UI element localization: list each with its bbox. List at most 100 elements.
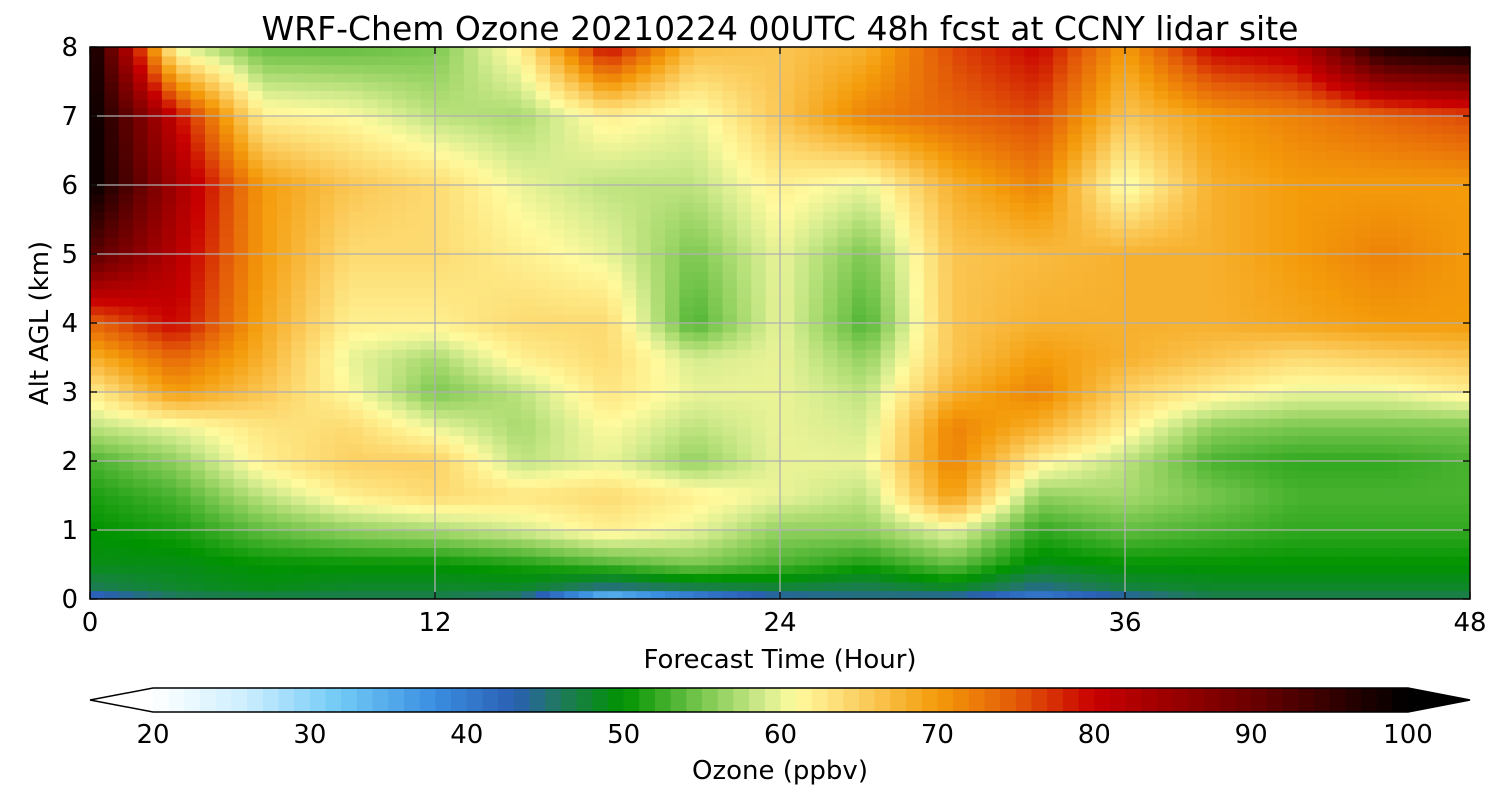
heat-cell xyxy=(607,521,623,531)
heat-cell xyxy=(966,452,983,462)
heat-cell xyxy=(1053,573,1069,583)
heat-cell xyxy=(1426,348,1443,359)
heat-cell xyxy=(1297,279,1313,290)
heat-cell xyxy=(334,547,350,557)
heat-cell xyxy=(1096,279,1112,290)
heat-cell xyxy=(1441,176,1457,186)
heat-cell xyxy=(808,236,824,247)
heat-cell xyxy=(593,167,609,178)
heat-cell xyxy=(406,159,422,169)
heat-cell xyxy=(866,331,882,342)
heat-cell xyxy=(535,392,551,402)
heat-cell xyxy=(550,185,566,195)
heat-cell xyxy=(679,279,695,290)
heat-cell xyxy=(305,348,321,359)
heat-cell xyxy=(521,374,537,385)
heat-cell xyxy=(780,383,796,393)
heat-cell xyxy=(1182,504,1198,514)
heat-cell xyxy=(593,530,609,540)
heat-cell xyxy=(1441,547,1457,557)
heat-cell xyxy=(1311,228,1328,238)
heat-cell xyxy=(607,435,623,445)
heat-cell xyxy=(693,159,709,169)
heat-cell xyxy=(952,530,968,540)
heat-cell xyxy=(564,504,580,514)
heat-cell xyxy=(866,150,882,160)
heat-cell xyxy=(506,590,523,599)
heat-cell xyxy=(377,167,393,178)
heat-cell xyxy=(765,590,781,599)
heat-cell xyxy=(147,392,163,402)
heat-cell xyxy=(1268,564,1284,574)
heat-cell xyxy=(981,547,997,557)
heat-cell xyxy=(1369,297,1385,307)
heat-cell xyxy=(765,478,781,488)
heat-cell xyxy=(1211,193,1227,204)
heat-cell xyxy=(1326,245,1342,255)
heat-cell xyxy=(147,452,163,462)
heat-cell xyxy=(435,452,451,462)
heat-cell xyxy=(233,236,249,247)
heat-cell xyxy=(1412,150,1428,160)
heat-cell xyxy=(1254,435,1270,445)
heat-cell xyxy=(147,288,163,298)
heat-cell xyxy=(1311,323,1328,333)
heat-cell xyxy=(492,279,508,290)
heat-cell xyxy=(952,279,968,290)
heat-cell xyxy=(1139,279,1155,290)
heat-cell xyxy=(1426,210,1443,221)
heat-cell xyxy=(650,228,666,238)
heat-cell xyxy=(535,504,551,514)
heat-cell xyxy=(521,331,537,342)
heat-cell xyxy=(1211,547,1227,557)
heat-cell xyxy=(1196,590,1213,599)
heat-cell xyxy=(780,348,796,359)
heat-cell xyxy=(1110,279,1126,290)
heat-cell xyxy=(808,219,824,229)
heat-cell xyxy=(363,538,379,549)
heat-cell xyxy=(665,512,681,523)
heat-cell xyxy=(1297,159,1313,169)
heat-cell xyxy=(262,159,278,169)
heat-cell xyxy=(535,581,551,592)
heat-cell xyxy=(133,167,149,178)
heat-cell xyxy=(1326,150,1342,160)
heat-cell xyxy=(1383,452,1399,462)
heat-cell xyxy=(823,547,839,557)
heat-cell xyxy=(1355,374,1371,385)
heat-cell xyxy=(478,443,494,454)
heat-cell xyxy=(1125,357,1141,367)
heat-cell xyxy=(161,150,178,160)
heat-cell xyxy=(952,219,968,229)
heat-cell xyxy=(161,573,178,583)
heat-cell xyxy=(334,383,350,393)
heat-cell xyxy=(1240,176,1256,186)
heat-cell xyxy=(636,185,652,195)
heat-cell xyxy=(1168,167,1184,178)
heat-cell xyxy=(1398,478,1414,488)
heat-cell xyxy=(1182,426,1198,436)
heat-cell xyxy=(449,495,465,505)
heat-cell xyxy=(104,590,120,599)
heat-cell xyxy=(406,254,422,264)
heat-cell xyxy=(305,271,321,281)
heat-cell xyxy=(104,159,120,169)
heat-cell xyxy=(118,271,134,281)
heat-cell xyxy=(1168,357,1184,367)
heat-cell xyxy=(535,193,551,204)
heat-cell xyxy=(233,202,249,212)
heat-cell xyxy=(1053,176,1069,186)
heat-cell xyxy=(650,486,666,497)
heat-cell xyxy=(1426,219,1443,229)
heat-cell xyxy=(506,331,523,342)
heat-cell xyxy=(607,392,623,402)
heat-cell xyxy=(708,254,724,264)
heat-cell xyxy=(219,486,235,497)
heat-cell xyxy=(693,167,709,178)
heat-cell xyxy=(650,348,666,359)
heat-cell xyxy=(478,193,494,204)
heat-cell xyxy=(1196,245,1213,255)
heat-cell xyxy=(621,435,638,445)
heat-cell xyxy=(966,219,983,229)
heat-cell xyxy=(736,443,753,454)
